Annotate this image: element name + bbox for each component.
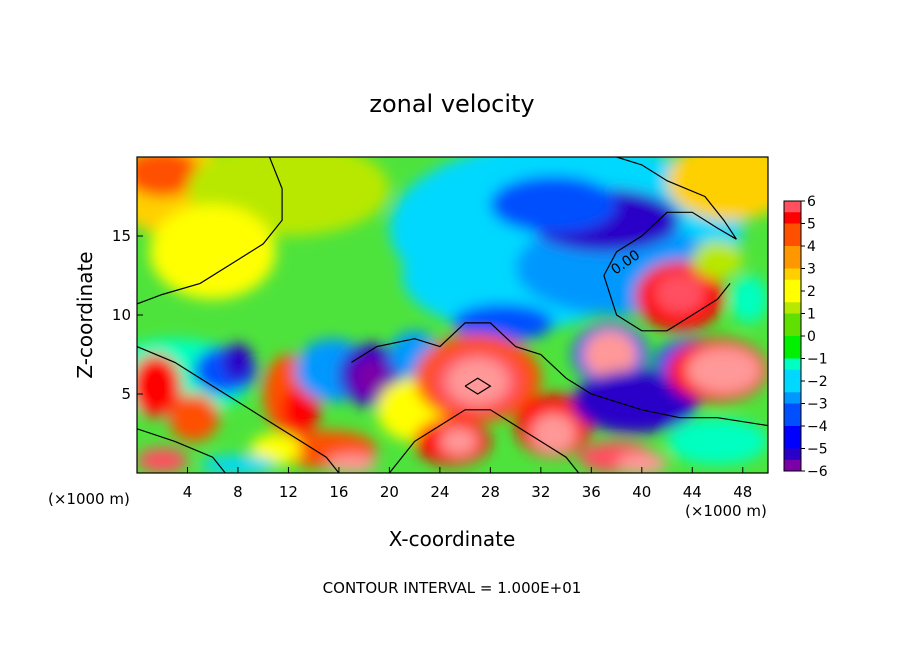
colorbar-label: −6 [807,464,828,480]
colorbar-swatch [784,291,801,303]
y-axis-label: Z-coordinate [73,251,97,378]
colorbar-swatch [784,246,801,258]
y-tick-label: 5 [121,385,131,403]
colorbar-label: 6 [807,194,816,210]
x-tick-label: 24 [430,483,449,501]
colorbar-label: −1 [807,352,828,368]
x-tick-label: 20 [380,483,399,501]
colorbar-swatch [784,324,801,337]
colorbar-swatch [784,369,801,382]
colorbar-swatch [784,414,801,427]
colorbar-swatch [784,223,801,236]
x-tick-label: 36 [582,483,601,501]
colorbar-label: −4 [807,419,828,435]
x-unit-left: (×1000 m) [48,490,130,508]
colorbar-swatch [784,313,801,326]
colorbar: 6 5 4 3 2 1 0 −1 −2 −3 −4 −5 −6 [783,194,828,480]
colorbar-swatch [784,426,801,438]
colorbar-swatch [784,336,801,348]
x-axis: 4 8 12 16 20 24 28 32 36 40 44 48 [183,467,752,501]
colorbar-swatch [784,358,801,371]
y-tick-label: 10 [112,306,131,324]
colorbar-label: −2 [807,374,828,390]
x-tick-label: 48 [733,483,752,501]
x-tick-label: 44 [683,483,702,501]
y-axis: 5 10 15 [112,227,143,403]
colorbar-swatch [784,392,801,404]
y-tick-label: 15 [112,227,131,245]
colorbar-swatch [784,347,801,359]
x-unit-right: (×1000 m) [685,502,767,520]
colorbar-swatch [784,279,801,292]
contour-interval-footer: CONTOUR INTERVAL = 1.000E+01 [323,579,582,597]
chart-title: zonal velocity [369,90,534,118]
colorbar-swatch [784,459,801,472]
x-tick-label: 8 [233,483,243,501]
x-axis-label: X-coordinate [389,527,516,551]
colorbar-label: 1 [807,307,816,323]
x-tick-label: 12 [279,483,298,501]
colorbar-swatch [784,201,801,213]
colorbar-swatch [784,268,801,281]
colorbar-label: −5 [807,442,828,458]
colorbar-swatch [784,212,801,224]
colorbar-swatch [784,403,801,416]
colorbar-swatch [784,437,801,449]
x-tick-label: 4 [183,483,193,501]
colorbar-label: 4 [807,239,816,255]
x-tick-label: 32 [531,483,550,501]
colorbar-label: 3 [807,262,816,278]
plot-area [137,157,768,473]
colorbar-swatch [784,448,801,461]
x-tick-label: 28 [481,483,500,501]
colorbar-label: 0 [807,329,816,345]
x-tick-label: 40 [632,483,651,501]
velocity-field [137,157,768,473]
colorbar-label: 5 [807,217,816,233]
colorbar-label: −3 [807,397,828,413]
colorbar-label: 2 [807,284,816,300]
colorbar-swatch [784,257,801,269]
colorbar-swatch [784,234,801,247]
x-tick-label: 16 [329,483,348,501]
colorbar-swatch [784,302,801,314]
colorbar-swatch [784,381,801,393]
contour-lines [137,157,768,473]
